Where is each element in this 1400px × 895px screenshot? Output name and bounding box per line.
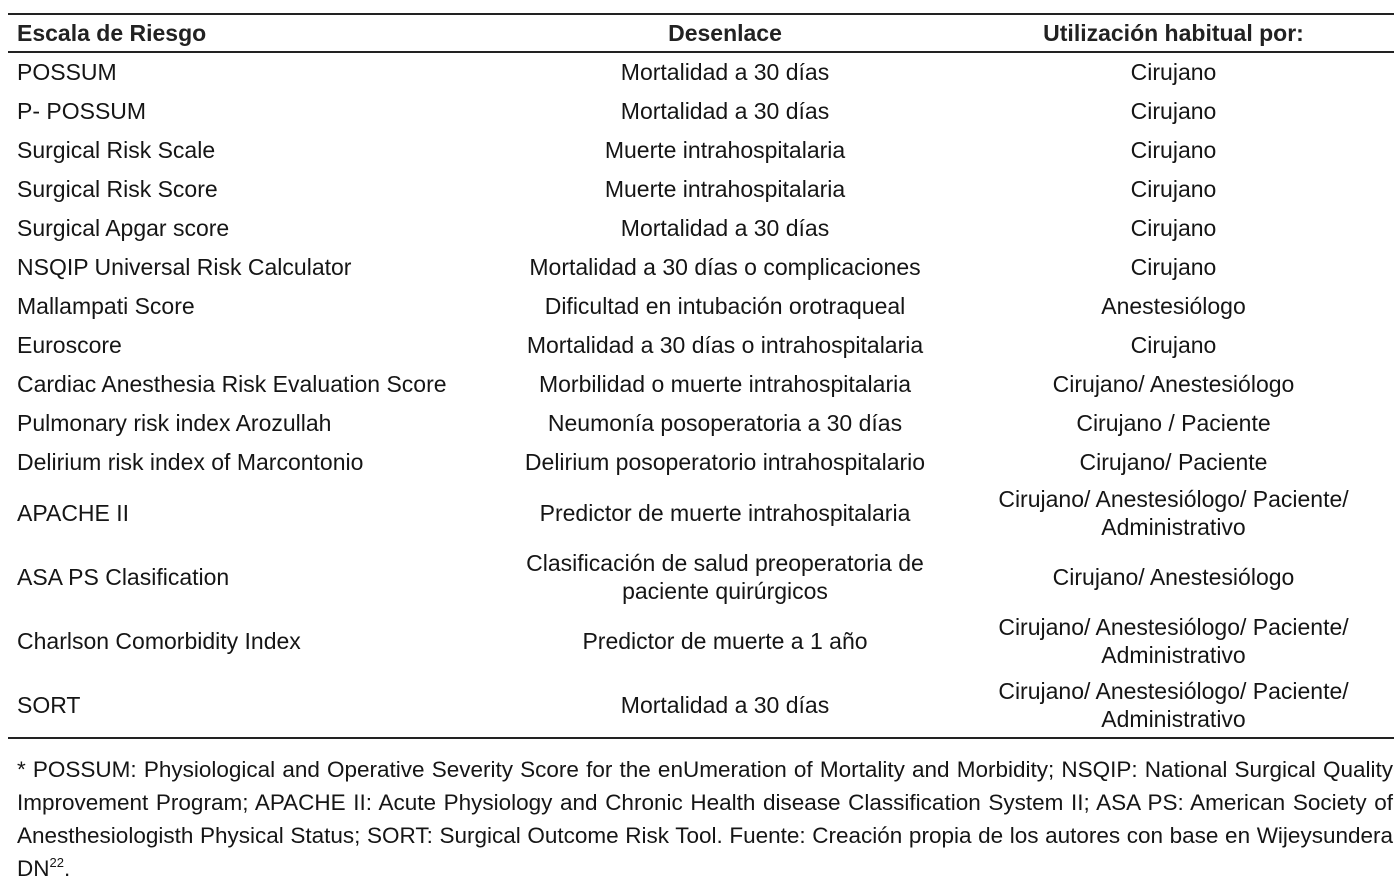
- risk-table: Escala de Riesgo Desenlace Utilización h…: [8, 13, 1394, 739]
- table-row: Cardiac Anesthesia Risk Evaluation Score…: [8, 364, 1394, 403]
- table-row: Euroscore Mortalidad a 30 días o intrahos…: [8, 325, 1394, 364]
- table-cell: Mortalidad a 30 días: [620, 97, 830, 124]
- footnote: * POSSUM: Physiological and Operative Se…: [17, 753, 1393, 885]
- table-row: Surgical Risk Score Muerte intrahospitala…: [8, 169, 1394, 208]
- table-cell: POSSUM: [17, 59, 117, 85]
- table-cell: Surgical Risk Scale: [17, 136, 216, 163]
- table-row: APACHE II Predictor de muerte intrahospit…: [8, 481, 1394, 545]
- table-cell: Mortalidad a 30 días: [620, 692, 830, 718]
- table-cell: Cirujano: [1130, 136, 1217, 163]
- table-cell: Mortalidad a 30 días o intrahospitalaria: [526, 331, 924, 358]
- table-cell: Cirujano: [1130, 253, 1217, 280]
- table-cell: NSQIP Universal Risk Calculator: [17, 253, 352, 280]
- table-cell: Cirujano: [1130, 214, 1217, 241]
- table-cell: Cirujano / Paciente: [1076, 409, 1271, 436]
- table-cell: Cirujano: [1130, 175, 1217, 202]
- table-row: SORT Mortalidad a 30 días Cirujano/ Aneste…: [8, 673, 1394, 738]
- table-row: Surgical Apgar score Mortalidad a 30 días…: [8, 208, 1394, 247]
- table-cell: Anestesiólogo: [1101, 292, 1246, 319]
- table-cell: Cirujano/ Anestesiólogo/ Paciente/ Admin…: [998, 486, 1349, 540]
- header-cell: Utilización habitual por:: [1043, 20, 1304, 46]
- table-row: P- POSSUM Mortalidad a 30 días Cirujano: [8, 91, 1394, 130]
- table-cell: Neumonía posoperatoria a 30 días: [547, 409, 903, 436]
- table-cell: Charlson Comorbidity Index: [17, 628, 301, 654]
- table-body: POSSUM Mortalidad a 30 días Cirujano P- POS…: [8, 52, 1394, 738]
- table-cell: Morbilidad o muerte intrahospitalaria: [538, 370, 912, 397]
- table-cell: ASA PS Clasification: [17, 564, 230, 590]
- header-cell: Desenlace: [668, 20, 782, 46]
- table-cell: Cirujano: [1130, 97, 1217, 124]
- footnote-end: .: [63, 856, 71, 881]
- table-cell: Euroscore: [17, 331, 122, 358]
- table-row: Charlson Comorbidity Index Predictor de m…: [8, 609, 1394, 673]
- footnote-reference: 22: [49, 855, 64, 870]
- table-cell: Surgical Apgar score: [17, 214, 230, 241]
- table-cell: Muerte intrahospitalaria: [604, 175, 846, 202]
- table-row: Mallampati Score Dificultad en intubación…: [8, 286, 1394, 325]
- table-row: Surgical Risk Scale Muerte intrahospitala…: [8, 130, 1394, 169]
- header-row: Escala de Riesgo Desenlace Utilización h…: [8, 14, 1394, 52]
- table-cell: APACHE II: [17, 500, 130, 526]
- table-row: Pulmonary risk index Arozullah Neumonía p…: [8, 403, 1394, 442]
- table-cell: Surgical Risk Score: [17, 175, 218, 202]
- table-cell: Mortalidad a 30 días: [620, 214, 830, 241]
- table-cell: SORT: [17, 692, 81, 718]
- table-header: Escala de Riesgo Desenlace Utilización h…: [8, 14, 1394, 52]
- table-cell: Cardiac Anesthesia Risk Evaluation Score: [17, 370, 447, 397]
- table-row: Delirium risk index of Marcontonio Deliri…: [8, 442, 1394, 481]
- table-cell: Cirujano/ Anestesiólogo: [1052, 370, 1295, 397]
- table-row: NSQIP Universal Risk Calculator Mortalida…: [8, 247, 1394, 286]
- table-cell: Dificultad en intubación orotraqueal: [544, 292, 906, 319]
- table-row: POSSUM Mortalidad a 30 días Cirujano: [8, 52, 1394, 91]
- table-cell: P- POSSUM: [17, 97, 147, 124]
- table-row: ASA PS Clasification Clasificación de sal…: [8, 545, 1394, 609]
- table-cell: Mallampati Score: [17, 292, 195, 319]
- table-cell: Cirujano: [1130, 59, 1217, 85]
- table-cell: Predictor de muerte a 1 año: [582, 628, 868, 654]
- table-cell: Cirujano/ Anestesiólogo/ Paciente/ Admin…: [998, 614, 1349, 668]
- table-cell: Mortalidad a 30 días o complicaciones: [529, 253, 921, 280]
- table-cell: Cirujano: [1130, 331, 1217, 358]
- table-cell: Cirujano/ Anestesiólogo/ Paciente/ Admin…: [998, 678, 1349, 732]
- table-cell: Pulmonary risk index Arozullah: [17, 409, 332, 436]
- footnote-text: * POSSUM: Physiological and Operative Se…: [17, 757, 1393, 881]
- table-cell: Cirujano/ Anestesiólogo: [1052, 564, 1295, 590]
- table-cell: Predictor de muerte intrahospitalaria: [539, 500, 911, 526]
- table-cell: Cirujano/ Paciente: [1079, 448, 1268, 475]
- table-cell: Mortalidad a 30 días: [620, 59, 830, 85]
- table-cell: Delirium posoperatorio intrahospitalario: [524, 448, 926, 475]
- table-cell: Muerte intrahospitalaria: [604, 136, 846, 163]
- table-cell: Delirium risk index of Marcontonio: [17, 448, 364, 475]
- header-cell: Escala de Riesgo: [17, 20, 207, 46]
- table-cell: Clasificación de salud preoperatoria de …: [526, 550, 924, 604]
